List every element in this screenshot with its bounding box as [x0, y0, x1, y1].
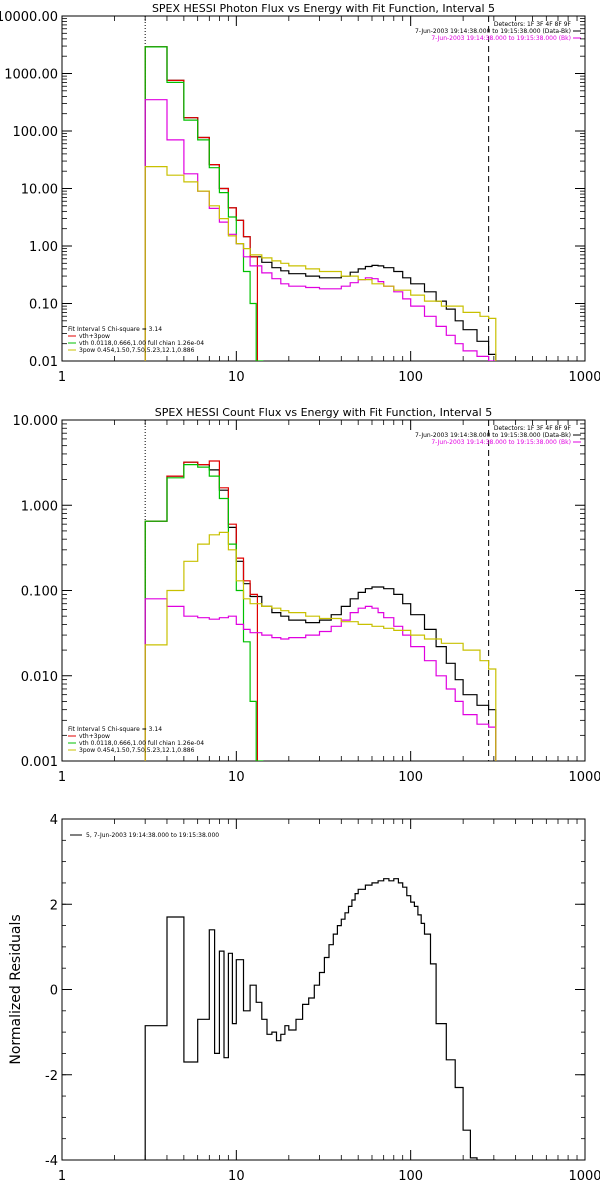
legend-bottom-text: Fit Interval 5 Chi-square = 3.14	[68, 726, 162, 733]
y-tick-label: 0	[50, 984, 58, 999]
y-tick-label: 1.000	[21, 499, 58, 514]
legend-text: 5, 7-Jun-2003 19:14:38.000 to 19:15:38.0…	[86, 832, 219, 839]
x-tick-label: 100	[398, 770, 423, 785]
chart-title: SPEX HESSI Count Flux vs Energy with Fit…	[155, 406, 492, 419]
series-line-0	[145, 47, 496, 361]
y-tick-label: 10.000	[13, 414, 59, 429]
y-tick-label: 4	[50, 813, 58, 828]
y-tick-label: 1.00	[29, 240, 58, 255]
y-axis-label: Normalized Residuals	[8, 914, 24, 1064]
x-tick-label: 1000	[568, 770, 600, 785]
chart-title: SPEX HESSI Photon Flux vs Energy with Fi…	[152, 2, 495, 15]
legend-bottom-text: Fit Interval 5 Chi-square = 3.14	[68, 326, 162, 333]
y-tick-label: 2	[50, 898, 58, 913]
plot-frame	[62, 420, 585, 761]
x-tick-label: 1000	[568, 370, 600, 385]
count-flux-panel: SPEX HESSI Count Flux vs Energy with Fit…	[13, 406, 600, 785]
x-tick-label: 10	[228, 370, 245, 385]
series-line-2	[145, 47, 263, 361]
legend-top-text: 7-Jun-2003 19:14:38.000 to 19:15:38.000 …	[415, 432, 571, 439]
y-tick-label: 0.010	[21, 670, 58, 685]
legend-top-text: Detectors: 1F 3F 4F 8F 9F	[494, 425, 572, 432]
legend-bottom-text: 3pow 0.454,1.50,7.50,5.23,12.1,0.886	[79, 347, 195, 354]
legend-bottom-text: vth 0.0118,0.666,1.00 full chian 1.26e-0…	[79, 740, 204, 747]
residuals-panel: 1 10 100 1000 -4 -2 0 2 4 Normalized Residuals 5, …	[8, 813, 600, 1184]
y-tick-label: 10000.00	[0, 10, 58, 25]
x-tick-label: 100	[398, 1169, 423, 1184]
y-tick-label: 0.001	[21, 755, 58, 770]
plot-frame	[62, 819, 585, 1160]
legend-top-text: 7-Jun-2003 19:14:38.000 to 19:15:38.000 …	[415, 28, 571, 35]
x-tick-label: 1	[58, 370, 66, 385]
legend-top-text: 7-Jun-2003 19:14:38.000 to 19:15:38.000 …	[431, 439, 571, 446]
x-tick-label: 10	[228, 770, 245, 785]
y-tick-label: 0.100	[21, 585, 58, 600]
y-tick-label: 0.01	[29, 355, 58, 370]
series-line-2	[145, 465, 263, 761]
y-tick-label: -4	[45, 1154, 58, 1169]
y-tick-label: -2	[45, 1069, 58, 1084]
legend-top-text: 7-Jun-2003 19:14:38.000 to 19:15:38.000 …	[431, 35, 571, 42]
legend-bottom-text: vth+3pow	[79, 333, 110, 340]
y-tick-label: 10.00	[21, 183, 58, 198]
legend-bottom-text: vth 0.0118,0.666,1.00 full chian 1.26e-0…	[79, 340, 204, 347]
x-tick-label: 1000	[568, 1169, 600, 1184]
series-line-0	[145, 879, 496, 1160]
series-line-1	[145, 47, 257, 361]
y-tick-label: 100.00	[13, 125, 59, 140]
legend-top-text: Detectors: 1F 3F 4F 8F 9F	[494, 21, 572, 28]
x-tick-label: 1	[58, 770, 66, 785]
legend-bottom-text: 3pow 0.454,1.50,7.50,5.23,12.1,0.886	[79, 747, 195, 754]
legend-bottom-text: vth+3pow	[79, 733, 110, 740]
series-line-4	[145, 167, 496, 361]
x-tick-label: 10	[228, 1169, 245, 1184]
plot-frame	[62, 16, 585, 361]
x-tick-label: 100	[398, 370, 423, 385]
y-tick-label: 1000.00	[4, 68, 58, 83]
series-line-3	[145, 599, 496, 761]
series-line-0	[145, 462, 496, 761]
x-tick-label: 1	[58, 1169, 66, 1184]
series-line-1	[145, 461, 257, 761]
y-tick-label: 0.10	[29, 298, 58, 313]
photon-flux-panel: SPEX HESSI Photon Flux vs Energy with Fi…	[0, 2, 600, 385]
